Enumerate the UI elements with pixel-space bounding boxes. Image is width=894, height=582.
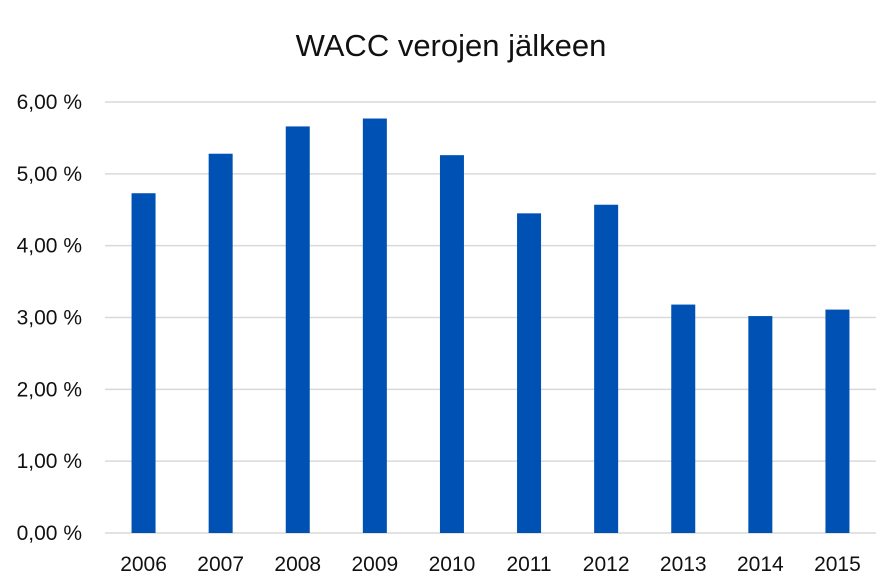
x-tick-label: 2014 <box>737 553 784 576</box>
x-tick-label: 2015 <box>814 553 861 576</box>
y-tick-label: 2,00 % <box>17 378 82 401</box>
y-tick-label: 3,00 % <box>17 307 82 330</box>
bar-2010 <box>439 155 464 533</box>
bar-2013 <box>671 304 696 533</box>
bar-2008 <box>285 126 310 533</box>
bar-2009 <box>362 118 387 533</box>
x-tick-label: 2013 <box>660 553 707 576</box>
x-tick-label: 2010 <box>429 553 476 576</box>
y-tick-label: 6,00 % <box>17 91 82 114</box>
bars <box>131 118 850 533</box>
bar-2007 <box>208 153 233 533</box>
bar-2014 <box>748 316 773 533</box>
x-tick-label: 2007 <box>197 553 244 576</box>
bar-2011 <box>517 213 542 533</box>
bar-2006 <box>131 193 156 533</box>
y-tick-label: 5,00 % <box>17 163 82 186</box>
y-tick-label: 0,00 % <box>17 522 82 545</box>
x-tick-label: 2006 <box>120 553 167 576</box>
x-axis-tick-labels: 2006 2007 2008 2009 2010 2011 2012 2013 2014 2015 <box>120 553 861 576</box>
bar-2015 <box>825 309 850 533</box>
chart-title: WACC verojen jälkeen <box>296 28 607 63</box>
x-tick-label: 2009 <box>351 553 398 576</box>
bar-2012 <box>594 204 619 533</box>
gridlines <box>105 101 876 534</box>
y-axis-tick-labels: 0,00 % 1,00 % 2,00 % 3,00 % 4,00 % 5,00 % 6,00… <box>17 91 82 545</box>
x-tick-label: 2008 <box>274 553 321 576</box>
y-tick-label: 1,00 % <box>17 450 82 473</box>
x-tick-label: 2011 <box>506 553 551 576</box>
x-tick-label: 2012 <box>583 553 630 576</box>
y-tick-label: 4,00 % <box>17 235 82 258</box>
